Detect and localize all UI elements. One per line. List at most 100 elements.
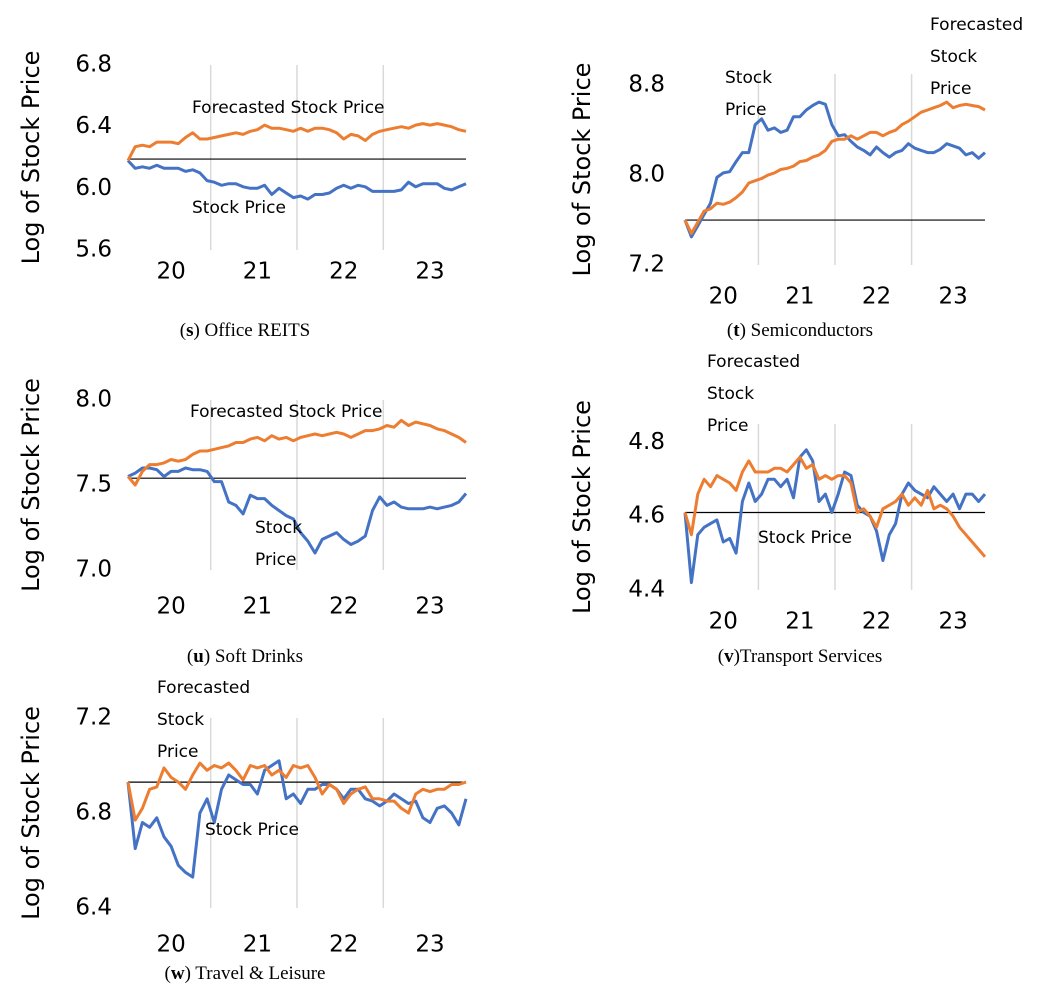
x-tick-label: 21 (243, 594, 272, 620)
chart: 6.4 6.8 7.2 20 21 22 23 Log of Stock Price Stock… (17, 678, 468, 984)
x-tick-label: 22 (329, 259, 358, 285)
caption-part: ) Semiconductors (740, 320, 874, 341)
x-tick-label: 23 (415, 594, 444, 620)
y-axis-label: Log of Stock Price (17, 51, 45, 265)
chart: 4.4 4.6 4.8 20 21 22 23 Log of Stock Price Stock… (568, 352, 987, 667)
label-line: Price (725, 100, 766, 120)
y-tick-label: 7.2 (75, 705, 112, 731)
series-label: Stock Price (725, 68, 777, 120)
series-label: Stock Price (758, 528, 852, 548)
caption-part: ( (165, 963, 171, 984)
y-tick-label: 7.2 (628, 252, 665, 278)
x-tick-label: 22 (329, 594, 358, 620)
label-line: Stock (725, 68, 777, 88)
y-tick-label: 8.8 (628, 72, 665, 98)
series-line (683, 455, 987, 558)
x-tick-label: 23 (415, 932, 444, 958)
series-label: Forecasted Stock Price (192, 98, 385, 118)
series-label: Forecasted Stock Price (707, 352, 806, 436)
series-label: Stock Price (205, 820, 299, 840)
x-tick-label: 21 (243, 932, 272, 958)
chart: 5.6 6.0 6.4 6.8 20 21 22 23 Log of Stock Price St… (17, 51, 467, 341)
x-tick-label: 21 (243, 259, 272, 285)
y-tick-label: 7.0 (75, 557, 112, 583)
caption: (s) Office REITS (180, 320, 311, 341)
y-tick-label: 5.6 (75, 237, 112, 263)
series-label: Forecasted Stock Price (930, 15, 1029, 99)
x-tick-label: 20 (709, 609, 738, 635)
series-line (126, 159, 467, 201)
series-line (126, 122, 467, 162)
x-tick-label: 23 (415, 259, 444, 285)
series-line (126, 761, 467, 822)
x-tick-label: 22 (862, 609, 891, 635)
label-line: Price (255, 550, 296, 570)
caption: (u) Soft Drinks (187, 646, 303, 667)
series-label: Forecasted Stock Price (190, 402, 383, 422)
caption-part: ) Office REITS (193, 320, 310, 341)
x-tick-label: 20 (157, 594, 186, 620)
caption-part: ( (727, 320, 733, 341)
series-label: Forecasted Stock Price (157, 678, 256, 762)
x-tick-label: 21 (785, 609, 814, 635)
caption-part: s (186, 320, 193, 341)
x-tick-label: 22 (329, 932, 358, 958)
caption-part: ( (187, 646, 193, 667)
y-axis-label: Log of Stock Price (17, 706, 45, 920)
label-line: Forecasted (930, 15, 1029, 35)
caption: (w) Travel & Leisure (165, 963, 326, 984)
y-tick-label: 8.0 (75, 387, 112, 413)
label-line: Forecasted (157, 678, 256, 698)
caption-part: w (171, 963, 185, 984)
caption-part: t (733, 320, 740, 341)
caption-part: v (724, 646, 734, 667)
y-axis-label: Log of Stock Price (568, 63, 596, 277)
label-line: Stock (930, 47, 982, 67)
y-tick-label: 6.0 (75, 175, 112, 201)
caption-part: u (193, 646, 204, 667)
series-line (127, 466, 468, 555)
y-tick-label: 6.4 (75, 113, 112, 139)
label-line: Price (157, 742, 198, 762)
series-line (683, 100, 986, 235)
chart: 7.2 8.0 8.8 20 21 22 23 Log of Stock Price Stock… (568, 15, 1029, 341)
y-axis-label: Log of Stock Price (568, 400, 596, 614)
x-tick-label: 23 (938, 609, 967, 635)
y-tick-label: 4.4 (628, 577, 665, 603)
series-line (126, 759, 468, 879)
x-tick-label: 20 (157, 259, 186, 285)
y-tick-label: 6.4 (75, 895, 112, 921)
series-line (683, 100, 986, 239)
x-tick-label: 20 (157, 932, 186, 958)
caption: (v)Transport Services (718, 646, 882, 667)
x-tick-label: 22 (862, 284, 891, 310)
chart: 7.0 7.5 8.0 20 21 22 23 Log of Stock Price Stock… (17, 378, 468, 667)
caption-part: )Transport Services (734, 646, 883, 667)
label-line: Price (707, 416, 748, 436)
label-line: Stock (255, 518, 307, 538)
label-line: Forecasted (707, 352, 806, 372)
series-label: Stock Price (255, 518, 307, 570)
series-line (126, 418, 467, 487)
caption-part: ( (180, 320, 186, 341)
y-tick-label: 6.8 (75, 52, 112, 78)
y-tick-label: 6.8 (75, 800, 112, 826)
x-tick-label: 21 (785, 284, 814, 310)
x-tick-label: 23 (938, 284, 967, 310)
y-axis-label: Log of Stock Price (17, 378, 45, 592)
caption-part: ) Travel & Leisure (185, 963, 326, 984)
label-line: Price (930, 79, 971, 99)
caption: (t) Semiconductors (727, 320, 873, 341)
y-tick-label: 7.5 (75, 472, 112, 498)
y-tick-label: 8.0 (628, 162, 665, 188)
series-line (683, 448, 987, 585)
x-tick-label: 20 (709, 284, 738, 310)
caption-part: ( (718, 646, 724, 667)
y-tick-label: 4.6 (628, 503, 665, 529)
series-label: Stock Price (192, 198, 286, 218)
caption-part: ) Soft Drinks (204, 646, 303, 667)
label-line: Stock (707, 384, 759, 404)
label-line: Stock (157, 710, 209, 730)
y-tick-label: 4.8 (628, 429, 665, 455)
